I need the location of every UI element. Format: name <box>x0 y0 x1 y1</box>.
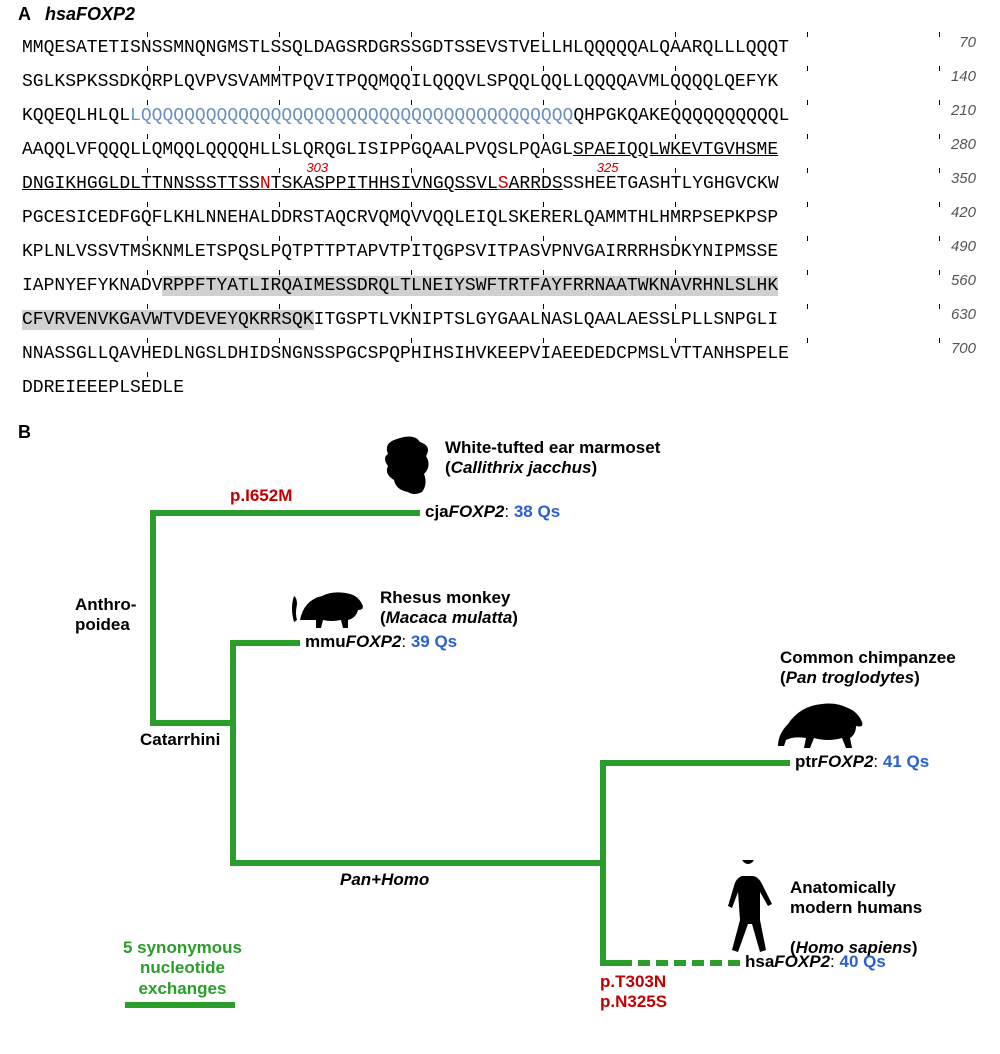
tree-branch <box>600 760 606 966</box>
sequence-row: NNASSGLLQAVHEDLNGSLDHIDSNGNSSPGCSPQPHIHS… <box>22 334 982 368</box>
sequence-text: NNASSGLLQAVHEDLNGSLDHIDSNGNSSPGCSPQPHIHS… <box>22 344 789 364</box>
row-end-number: 700 <box>951 340 976 357</box>
row-end-number: 350 <box>951 170 976 187</box>
tree-branch <box>230 640 236 866</box>
mutation-human-2: p.N325S <box>600 992 667 1012</box>
sequence-row: CFVRVENVKGAVWTVDEVEYQKRRSQKITGSPTLVKNIPT… <box>22 300 982 334</box>
tree-branch-dashed <box>620 960 740 966</box>
row-end-number: 140 <box>951 68 976 85</box>
tree-branch <box>150 510 420 516</box>
gene-rhesus: mmuFOXP2: 39 Qs <box>305 632 457 652</box>
taxon-marmoset: White-tufted ear marmoset (Callithrix ja… <box>445 438 660 478</box>
sequence-text: DDREIEEEPLSEDLE <box>22 378 184 398</box>
tree-branch <box>230 640 300 646</box>
taxon-chimp: Common chimpanzee (Pan troglodytes) <box>780 648 956 688</box>
row-end-number: 280 <box>951 136 976 153</box>
sequence-row: AAQQLVFQQQLLQMQQLQQQQHLLSLQRQGLISIPPGQAA… <box>22 130 982 164</box>
sequence-text: DNGIKHGGLDLTTNNSSSTTSSNTSKASPPITHHSIVNGQ… <box>22 174 779 194</box>
row-end-number: 630 <box>951 306 976 323</box>
sequence-text: KQQEQLHLQLLQQQQQQQQQQQQQQQQQQQQQQQQQQQQQ… <box>22 106 789 126</box>
sequence-text: IAPNYEFYKNADVRPPFTYATLIRQAIMESSDRQLTLNEI… <box>22 276 778 296</box>
tree-branch <box>150 510 156 726</box>
sequence-row: DDREIEEEPLSEDLE <box>22 368 982 402</box>
sequence-row: KPLNLVSSVTMSKNMLETSPQSLPQTPTTPTAPVTPITQG… <box>22 232 982 266</box>
sequence-text: KPLNLVSSVTMSKNMLETSPQSLPQTPTTPTAPVTPITQG… <box>22 242 778 262</box>
mutation-pos-325: 325 <box>597 160 619 175</box>
legend-scalebar <box>125 1002 235 1008</box>
node-anthropoidea: Anthro-poidea <box>75 595 136 635</box>
panel-a-title: hsaFOXP2 <box>45 4 135 25</box>
gene-human: hsaFOXP2: 40 Qs <box>745 952 886 972</box>
sequence-text: AAQQLVFQQQLLQMQQLQQQQHLLSLQRQGLISIPPGQAA… <box>22 140 778 160</box>
sequence-text: MMQESATETISNSSMNQNGMSTLSSQLDAGSRDGRSSGDT… <box>22 38 789 58</box>
rhesus-icon <box>290 580 370 635</box>
sequence-row: SGLKSPKSSDKQRPLQVPVSVAMMTPQVITPQQMQQILQQ… <box>22 62 982 96</box>
tree-branch <box>600 960 620 966</box>
sequence-row: KQQEQLHLQLLQQQQQQQQQQQQQQQQQQQQQQQQQQQQQ… <box>22 96 982 130</box>
sequence-text: SGLKSPKSSDKQRPLQVPVSVAMMTPQVITPQQMQQILQQ… <box>22 72 778 92</box>
tree-branch <box>230 860 600 866</box>
human-icon <box>720 860 780 960</box>
mutation-marmoset: p.I652M <box>230 486 292 506</box>
taxon-rhesus: Rhesus monkey (Macaca mulatta) <box>380 588 518 628</box>
sequence-row: MMQESATETISNSSMNQNGMSTLSSQLDAGSRDGRSSGDT… <box>22 28 982 62</box>
tree-branch <box>150 720 230 726</box>
chimp-icon <box>770 690 870 760</box>
node-panhomo: Pan+Homo <box>340 870 429 890</box>
sequence-row: DNGIKHGGLDLTTNNSSSTTSSNTSKASPPITHHSIVNGQ… <box>22 164 982 198</box>
phylo-tree: 5 synonymousnucleotideexchanges Anthro-p… <box>0 420 1000 1054</box>
gene-chimp: ptrFOXP2: 41 Qs <box>795 752 929 772</box>
sequence-text: CFVRVENVKGAVWTVDEVEYQKRRSQKITGSPTLVKNIPT… <box>22 310 778 330</box>
sequence-area: MMQESATETISNSSMNQNGMSTLSSQLDAGSRDGRSSGDT… <box>22 28 982 402</box>
sequence-text: PGCESICEDFGQFLKHLNNEHALDDRSTAQCRVQMQVVQQ… <box>22 208 778 228</box>
row-end-number: 70 <box>959 34 976 51</box>
sequence-row: PGCESICEDFGQFLKHLNNEHALDDRSTAQCRVQMQVVQQ… <box>22 198 982 232</box>
mutation-pos-303: 303 <box>306 160 328 175</box>
sequence-row: IAPNYEFYKNADVRPPFTYATLIRQAIMESSDRQLTLNEI… <box>22 266 982 300</box>
panel-a-label: A <box>18 4 31 25</box>
marmoset-icon <box>380 430 435 500</box>
row-end-number: 420 <box>951 204 976 221</box>
row-end-number: 490 <box>951 238 976 255</box>
tree-branch <box>600 760 790 766</box>
gene-marmoset: cjaFOXP2: 38 Qs <box>425 502 560 522</box>
node-catarrhini: Catarrhini <box>140 730 220 750</box>
row-end-number: 560 <box>951 272 976 289</box>
legend-text: 5 synonymousnucleotideexchanges <box>115 938 250 999</box>
mutation-human-1: p.T303N <box>600 972 666 992</box>
row-end-number: 210 <box>951 102 976 119</box>
taxon-human: Anatomicallymodern humans (Homo sapiens) <box>790 858 922 958</box>
